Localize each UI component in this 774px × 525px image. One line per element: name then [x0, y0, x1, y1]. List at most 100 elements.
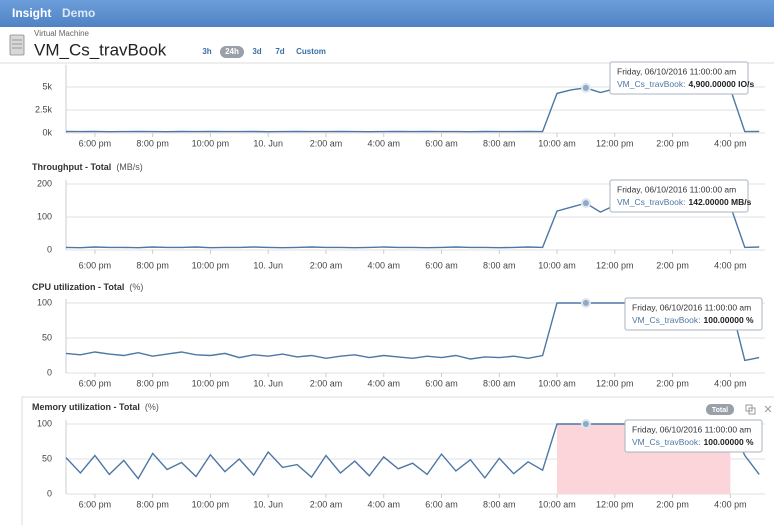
range-button[interactable]: 24h [225, 47, 239, 56]
x-tick-label: 2:00 am [310, 260, 343, 270]
x-tick-label: 6:00 am [425, 260, 458, 270]
x-tick-label: 8:00 am [483, 378, 516, 388]
x-tick-label: 2:00 am [310, 138, 343, 148]
tooltip-date: Friday, 06/10/2016 11:00:00 am [617, 66, 736, 76]
x-tick-label: 8:00 pm [136, 138, 169, 148]
tooltip-line: VM_Cs_travBook: 100.00000 % [632, 315, 754, 325]
hover-marker [580, 298, 591, 308]
x-tick-label: 8:00 pm [136, 378, 169, 388]
x-tick-label: 4:00 pm [714, 378, 747, 388]
tooltip [609, 61, 749, 95]
x-tick-label: 10:00 pm [192, 378, 230, 388]
x-tick-label: 10. Jun [253, 138, 283, 148]
panel-icons [745, 404, 772, 415]
y-tick-label: 100 [37, 211, 52, 221]
x-tick-label: 4:00 am [367, 138, 400, 148]
x-tick-label: 12:00 pm [596, 260, 634, 270]
x-tick-label: 6:00 pm [79, 138, 112, 148]
x-tick-label: 2:00 pm [656, 138, 689, 148]
x-tick-label: 8:00 pm [136, 499, 169, 509]
x-tick-label: 4:00 am [367, 499, 400, 509]
x-tick-label: 2:00 pm [656, 499, 689, 509]
hover-marker [580, 198, 591, 209]
vm-icon [9, 34, 25, 56]
chart-title-text: Throughput - Total [32, 162, 111, 172]
x-tick-label: 6:00 am [425, 138, 458, 148]
range-button[interactable]: Custom [296, 47, 326, 56]
x-tick-label: 6:00 pm [79, 499, 112, 509]
chart-title: Throughput - Total (MB/s) [32, 162, 143, 172]
y-tick-label: 100 [37, 418, 52, 428]
chart-title: Memory utilization - Total (%) [32, 402, 159, 412]
x-tick-label: 10. Jun [253, 378, 283, 388]
env-name[interactable]: Demo [62, 6, 95, 20]
y-tick-label: 200 [37, 178, 52, 188]
x-tick-label: 8:00 am [483, 260, 516, 270]
tooltip-line: VM_Cs_travBook: 100.00000 % [632, 437, 754, 447]
y-tick-label: 50 [42, 332, 52, 342]
x-tick-label: 2:00 pm [656, 260, 689, 270]
x-tick-label: 12:00 pm [596, 138, 634, 148]
x-tick-label: 10. Jun [253, 260, 283, 270]
x-tick-label: 4:00 pm [714, 499, 747, 509]
badge-bg [706, 404, 734, 415]
tooltip-series: VM_Cs_travBook: [632, 437, 701, 447]
tooltip-line: VM_Cs_travBook: 142.00000 MB/s [617, 197, 752, 207]
tooltip-value: 142.00000 MB/s [689, 197, 752, 207]
tooltip [624, 419, 763, 453]
badge: Total [712, 407, 728, 414]
tooltip-date: Friday, 06/10/2016 11:00:00 am [632, 424, 751, 434]
y-tick-label: 100 [37, 297, 52, 307]
x-tick-label: 8:00 am [483, 499, 516, 509]
x-tick-label: 10:00 am [538, 378, 576, 388]
x-tick-label: 10:00 pm [192, 499, 230, 509]
tooltip-line: VM_Cs_travBook: 4,900.00000 IO/s [617, 79, 754, 89]
tooltip-series: VM_Cs_travBook: [617, 79, 686, 89]
x-tick-label: 4:00 am [367, 260, 400, 270]
y-tick-label: 50 [42, 453, 52, 463]
tooltip-date: Friday, 06/10/2016 11:00:00 am [617, 184, 736, 194]
x-tick-label: 10:00 am [538, 260, 576, 270]
x-tick-label: 10:00 pm [192, 138, 230, 148]
resource-name: VM_Cs_travBook [34, 40, 167, 59]
x-tick-label: 2:00 am [310, 499, 343, 509]
hover-marker [580, 419, 591, 429]
x-tick-label: 4:00 am [367, 378, 400, 388]
x-tick-label: 12:00 pm [596, 499, 634, 509]
x-tick-label: 8:00 am [483, 138, 516, 148]
range-button[interactable]: 3d [252, 47, 261, 56]
x-tick-label: 10:00 am [538, 138, 576, 148]
chart-unit: (MB/s) [116, 162, 143, 172]
y-tick-label: 2.5k [35, 104, 53, 114]
x-tick-label: 4:00 pm [714, 260, 747, 270]
tooltip [609, 179, 749, 213]
chart-unit: (%) [129, 282, 143, 292]
hover-marker [580, 82, 591, 93]
chart-title: CPU utilization - Total (%) [32, 282, 143, 292]
x-tick-label: 4:00 pm [714, 138, 747, 148]
y-tick-label: 0 [47, 244, 52, 254]
tooltip-date: Friday, 06/10/2016 11:00:00 am [632, 302, 751, 312]
x-tick-label: 10. Jun [253, 499, 283, 509]
x-tick-label: 6:00 am [425, 378, 458, 388]
x-tick-label: 2:00 am [310, 378, 343, 388]
chart-unit: (%) [145, 402, 159, 412]
tooltip-series: VM_Cs_travBook: [617, 197, 686, 207]
range-button[interactable]: 3h [202, 47, 211, 56]
x-tick-label: 6:00 pm [79, 260, 112, 270]
x-tick-label: 12:00 pm [596, 378, 634, 388]
chart-title-text: Memory utilization - Total [32, 402, 140, 412]
tooltip-value: 100.00000 % [704, 315, 755, 325]
tooltip-value: 4,900.00000 IO/s [689, 79, 755, 89]
range-button[interactable]: 7d [275, 47, 284, 56]
x-tick-label: 8:00 pm [136, 260, 169, 270]
resource-header [0, 27, 774, 63]
chart-title-text: CPU utilization - Total [32, 282, 124, 292]
app-name[interactable]: Insight [12, 6, 51, 20]
x-tick-label: 6:00 pm [79, 378, 112, 388]
tooltip-value: 100.00000 % [704, 437, 755, 447]
y-tick-label: 0 [47, 367, 52, 377]
top-bar [0, 0, 774, 27]
x-tick-label: 10:00 am [538, 499, 576, 509]
